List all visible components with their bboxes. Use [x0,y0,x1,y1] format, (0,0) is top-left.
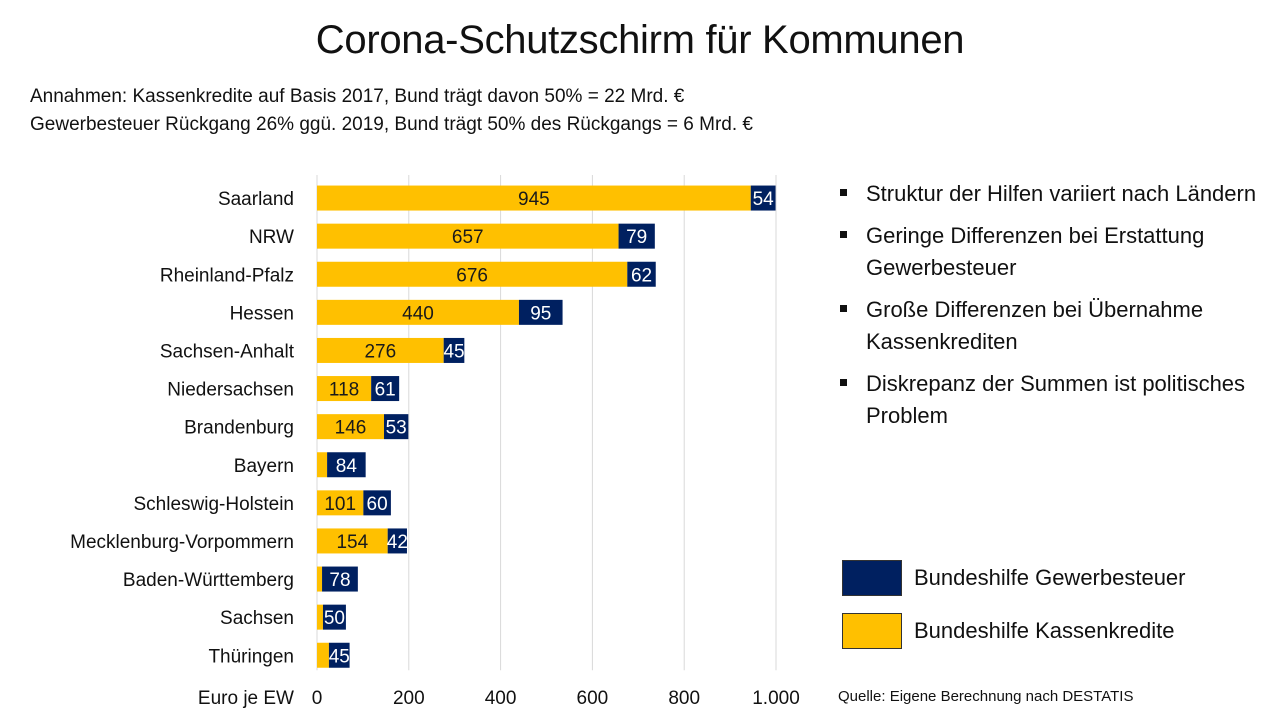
legend-item-gewerbesteuer: Bundeshilfe Gewerbesteuer [842,560,1186,596]
bars [317,185,776,668]
bullet-text: Große Differenzen bei Übernahme Kassenkr… [866,297,1204,354]
x-tick-label: 200 [393,688,425,709]
data-label-gewerbesteuer: 61 [375,380,396,401]
bar-gewerbesteuer [363,490,391,516]
category-label: Saarland [218,189,294,210]
bar-gewerbesteuer [328,642,350,668]
data-label-kassenkredite: 945 [518,189,550,210]
data-label-gewerbesteuer: 42 [387,532,408,553]
square-bullet-icon [840,305,847,312]
data-label-gewerbesteuer: 84 [336,456,358,477]
category-label: Baden-Württemberg [123,570,294,591]
category-label: Thüringen [208,646,294,667]
bar-kassenkredite [317,490,364,516]
bar-gewerbesteuer [387,528,407,554]
data-label-gewerbesteuer: 45 [443,341,464,362]
bar-kassenkredite [317,642,329,668]
bar-kassenkredite [317,528,388,554]
bar-gewerbesteuer [322,604,346,630]
x-tick-label: 600 [577,688,609,709]
category-label: Rheinland-Pfalz [160,265,294,286]
bar-gewerbesteuer [627,261,656,287]
bar-gewerbesteuer [443,337,465,363]
data-label-kassenkredite: 676 [456,265,488,286]
x-tick-label: 800 [668,688,700,709]
x-tick-label: 400 [485,688,517,709]
bar-kassenkredite [317,452,328,478]
data-label-gewerbesteuer: 50 [324,608,345,629]
square-bullet-icon [840,189,847,196]
assumption-line-1: Annahmen: Kassenkredite auf Basis 2017, … [30,86,685,107]
legend-swatch-gewerbesteuer [842,560,902,596]
bar-kassenkredite [317,566,323,592]
data-label-kassenkredite: 146 [335,418,367,439]
square-bullet-icon [840,231,847,238]
data-label-kassenkredite: 118 [329,380,359,401]
category-label: Brandenburg [184,418,294,439]
source-note: Quelle: Eigene Berechnung nach DESTATIS [838,688,1134,705]
square-bullet-icon [840,379,847,386]
bullet-item: Geringe Differenzen bei Erstattung Gewer… [838,220,1258,284]
bar-kassenkredite [317,223,619,249]
data-label-kassenkredite: 101 [324,494,356,515]
labels: 0 200 400 600 800 1.000 Euro je EW Saarland 945 5… [70,189,800,709]
bar-gewerbesteuer [750,185,776,211]
bullet-text: Struktur der Hilfen variiert nach Länder… [866,181,1257,206]
bar-gewerbesteuer [327,452,366,478]
slide-title: Corona-Schutzschirm für Kommunen [315,18,965,62]
bar-kassenkredite [317,376,372,402]
bar-gewerbesteuer [384,414,409,440]
category-label: Sachsen-Anhalt [160,341,295,362]
assumption-line-2: Gewerbesteuer Rückgang 26% ggü. 2019, Bu… [30,114,753,135]
data-label-gewerbesteuer: 53 [386,418,407,439]
bar-kassenkredite [317,337,444,363]
legend-label-gewerbesteuer: Bundeshilfe Gewerbesteuer [914,565,1186,590]
data-label-kassenkredite: 154 [336,532,368,553]
data-label-gewerbesteuer: 78 [329,570,350,591]
gridlines [316,175,777,671]
category-label: Schleswig-Holstein [133,494,294,515]
data-label-gewerbesteuer: 79 [626,227,647,248]
bar-kassenkredite [317,261,628,287]
data-label-gewerbesteuer: 62 [631,265,652,286]
bar-gewerbesteuer [618,223,655,249]
category-label: Bayern [234,456,294,477]
bar-kassenkredite [317,299,519,325]
bar-gewerbesteuer [322,566,358,592]
legend-label-kassenkredite: Bundeshilfe Kassenkredite [914,618,1175,643]
bullet-item: Große Differenzen bei Übernahme Kassenkr… [838,294,1258,358]
bullet-item: Struktur der Hilfen variiert nach Länder… [838,178,1258,210]
data-label-gewerbesteuer: 45 [329,646,350,667]
bullet-text: Diskrepanz der Summen ist politisches Pr… [866,371,1246,428]
bullet-item: Diskrepanz der Summen ist politisches Pr… [838,368,1258,432]
category-label: Niedersachsen [167,380,294,401]
x-tick-label: 0 [312,688,323,709]
bar-kassenkredite [317,604,323,630]
bar-kassenkredite [317,414,385,440]
data-label-kassenkredite: 440 [402,303,434,324]
x-tick-label: 1.000 [752,688,800,709]
bar-kassenkredite [317,185,751,211]
x-axis-title: Euro je EW [198,688,294,709]
bullet-text: Geringe Differenzen bei Erstattung Gewer… [866,223,1205,280]
data-label-kassenkredite: 657 [452,227,484,248]
category-label: NRW [249,227,294,248]
data-label-gewerbesteuer: 54 [753,189,775,210]
category-label: Sachsen [220,608,294,629]
key-findings-list: Struktur der Hilfen variiert nach Länder… [838,178,1258,442]
legend-swatch-kassenkredite [842,613,902,649]
bar-gewerbesteuer [371,376,400,402]
category-label: Hessen [230,303,294,324]
category-label: Mecklenburg-Vorpommern [70,532,294,553]
data-label-gewerbesteuer: 95 [530,303,551,324]
data-label-kassenkredite: 276 [364,341,396,362]
bar-gewerbesteuer [518,299,563,325]
legend-item-kassenkredite: Bundeshilfe Kassenkredite [842,613,1175,649]
data-label-gewerbesteuer: 60 [367,494,388,515]
